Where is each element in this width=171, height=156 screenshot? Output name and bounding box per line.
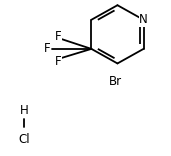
Text: N: N [139,13,148,26]
Text: H: H [20,105,29,117]
Text: F: F [55,55,62,68]
Text: F: F [44,42,51,55]
Text: F: F [55,30,62,43]
Text: Br: Br [109,75,122,88]
Text: Cl: Cl [18,133,30,146]
